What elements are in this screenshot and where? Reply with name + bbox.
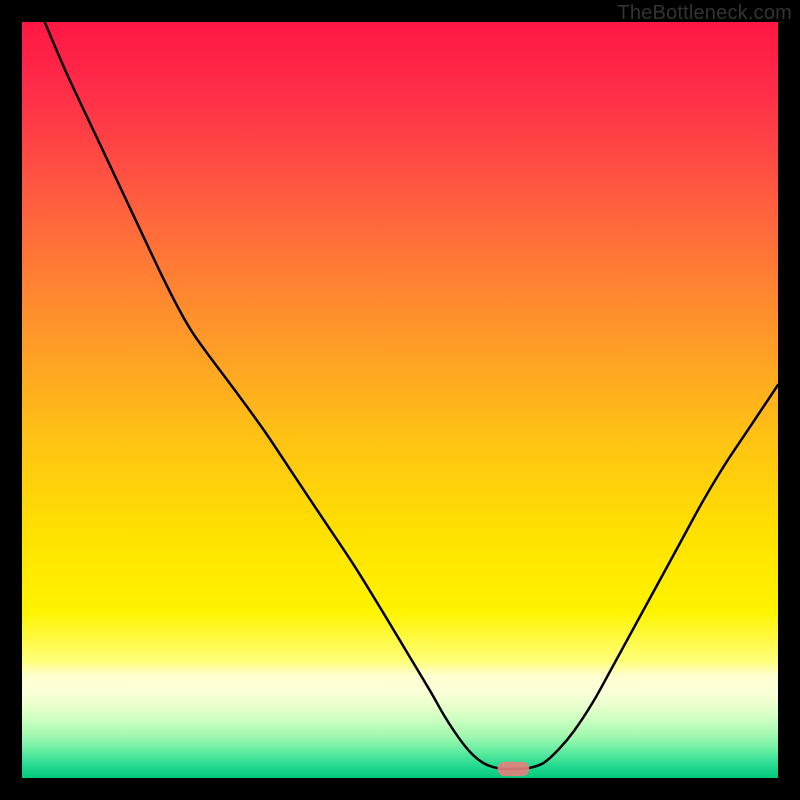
chart-area	[22, 22, 778, 778]
gradient-background	[22, 22, 778, 778]
watermark-text: TheBottleneck.com	[617, 2, 792, 25]
optimum-marker	[498, 762, 530, 776]
bottleneck-chart-svg	[22, 22, 778, 778]
